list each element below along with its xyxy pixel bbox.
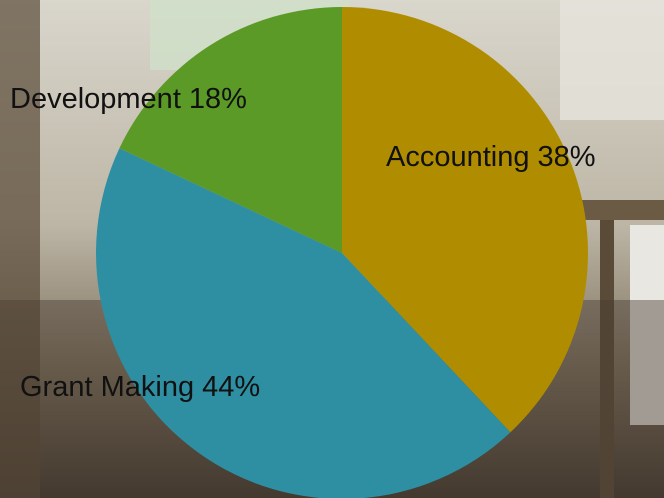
pie-slice [96, 148, 511, 498]
pie [96, 7, 589, 498]
labels: Accounting 38% Grant Making 44% Development 1… [10, 83, 596, 403]
pie-slice [119, 7, 343, 253]
pie-slice [342, 7, 589, 433]
slice-percent: 38% [538, 141, 596, 173]
slice-name: Grant Making [20, 371, 194, 403]
slice-label: Accounting 38% [386, 141, 596, 173]
slice-label: Grant Making 44% [20, 371, 260, 403]
slice-percent: 44% [202, 371, 260, 403]
slice-percent: 18% [189, 83, 247, 115]
slice-name: Accounting [386, 141, 530, 173]
slice-label: Development 18% [10, 83, 247, 115]
slice-name: Development [10, 83, 181, 115]
